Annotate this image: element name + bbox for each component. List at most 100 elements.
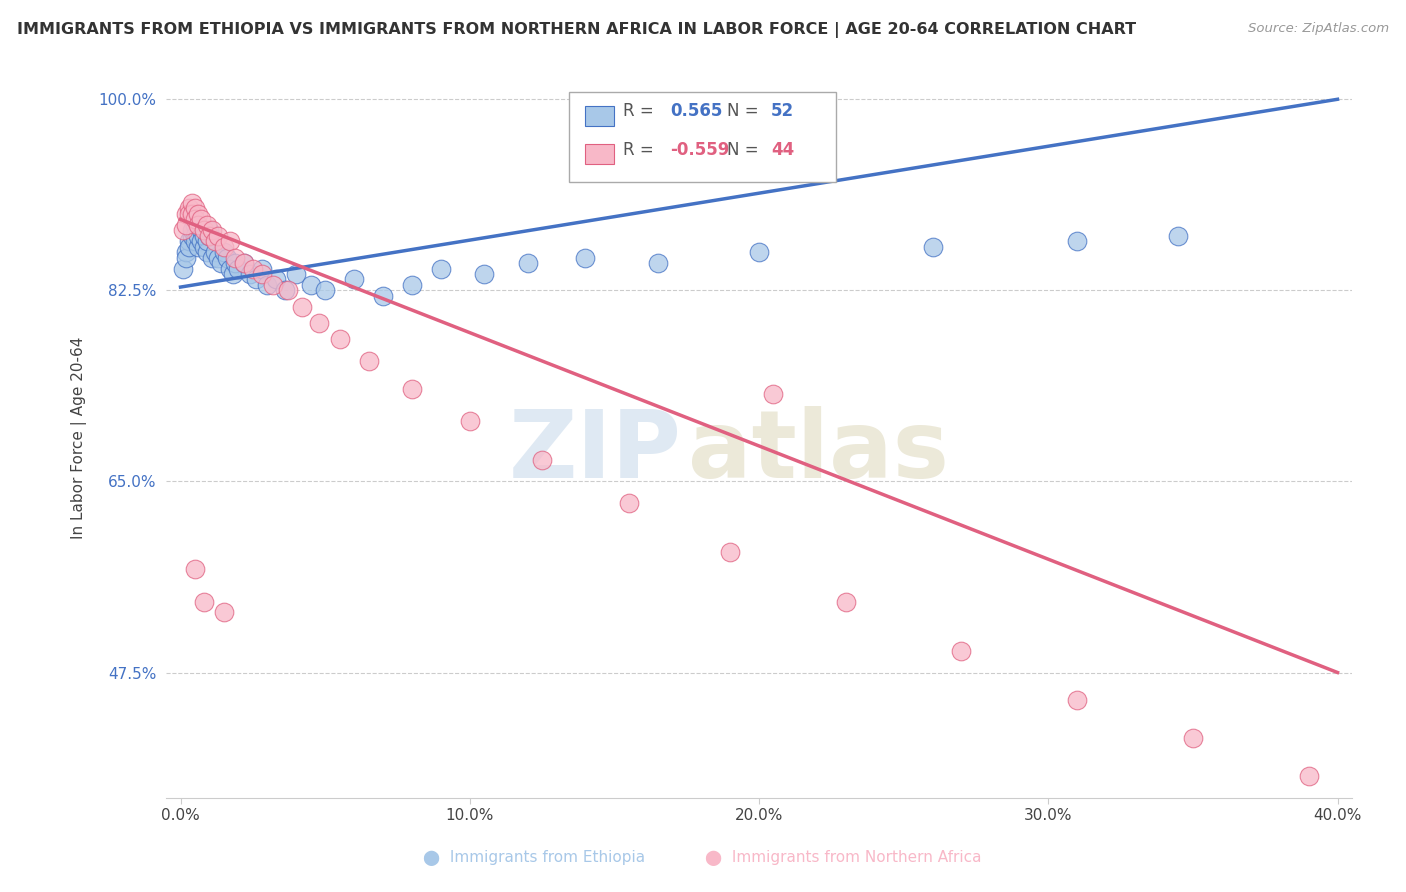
Point <box>201 251 224 265</box>
Point <box>401 382 423 396</box>
Point <box>299 277 322 292</box>
Point <box>181 223 204 237</box>
Point <box>242 261 264 276</box>
Point <box>239 267 262 281</box>
Point <box>204 234 226 248</box>
Point <box>195 234 218 248</box>
Point <box>329 333 352 347</box>
Point <box>1167 228 1189 243</box>
Point <box>179 234 201 248</box>
Point <box>212 245 235 260</box>
Point <box>176 245 198 260</box>
Point <box>181 196 204 211</box>
Point <box>277 284 299 298</box>
FancyBboxPatch shape <box>585 105 614 126</box>
Point <box>472 267 495 281</box>
Text: N =: N = <box>727 103 763 120</box>
Point <box>190 234 212 248</box>
Point <box>224 256 246 270</box>
Point <box>207 251 229 265</box>
Point <box>201 223 224 237</box>
Text: 0.565: 0.565 <box>671 103 723 120</box>
Point <box>228 261 250 276</box>
Point <box>176 207 198 221</box>
Text: 44: 44 <box>770 141 794 159</box>
Point <box>273 284 295 298</box>
Point <box>245 272 267 286</box>
Point <box>212 240 235 254</box>
Point <box>1181 731 1204 745</box>
Point <box>531 452 554 467</box>
Point <box>835 594 858 608</box>
Point <box>195 218 218 232</box>
Point <box>181 228 204 243</box>
Point <box>172 261 194 276</box>
Point <box>198 223 221 237</box>
Point <box>250 261 273 276</box>
Point <box>184 562 207 576</box>
Point <box>308 316 330 330</box>
Point <box>184 202 207 216</box>
Point <box>1066 693 1088 707</box>
Text: 52: 52 <box>770 103 794 120</box>
Point <box>1066 234 1088 248</box>
Text: N =: N = <box>727 141 763 159</box>
Point <box>291 300 314 314</box>
FancyBboxPatch shape <box>569 92 837 182</box>
Point <box>264 272 287 286</box>
FancyBboxPatch shape <box>585 144 614 164</box>
Point <box>371 289 394 303</box>
Text: ⬤  Immigrants from Ethiopia: ⬤ Immigrants from Ethiopia <box>423 850 645 866</box>
Point <box>285 267 308 281</box>
Point <box>647 256 669 270</box>
Point <box>184 212 207 227</box>
Point <box>198 228 221 243</box>
Point <box>181 207 204 221</box>
Point <box>179 240 201 254</box>
Text: Source: ZipAtlas.com: Source: ZipAtlas.com <box>1249 22 1389 36</box>
Point <box>190 223 212 237</box>
Point <box>204 245 226 260</box>
Point <box>314 284 336 298</box>
Point <box>1298 769 1320 783</box>
Point <box>233 256 256 270</box>
Point <box>357 354 380 368</box>
Point <box>224 251 246 265</box>
Point <box>193 594 215 608</box>
Point <box>193 223 215 237</box>
Point <box>207 228 229 243</box>
Point <box>198 228 221 243</box>
Point <box>617 496 640 510</box>
Point <box>184 218 207 232</box>
Point <box>343 272 366 286</box>
Point <box>458 414 481 428</box>
Point <box>172 223 194 237</box>
Point <box>212 606 235 620</box>
Point <box>221 267 243 281</box>
Point <box>401 277 423 292</box>
Point <box>184 234 207 248</box>
Point <box>516 256 538 270</box>
Point <box>209 256 232 270</box>
Point <box>233 256 256 270</box>
Point <box>193 240 215 254</box>
Point <box>262 277 284 292</box>
Point <box>748 245 770 260</box>
Point <box>187 240 209 254</box>
Point <box>430 261 453 276</box>
Point <box>256 277 278 292</box>
Point <box>179 202 201 216</box>
Point <box>218 234 240 248</box>
Point <box>250 267 273 281</box>
Text: -0.559: -0.559 <box>671 141 730 159</box>
Point <box>176 218 198 232</box>
Text: R =: R = <box>623 141 658 159</box>
Text: IMMIGRANTS FROM ETHIOPIA VS IMMIGRANTS FROM NORTHERN AFRICA IN LABOR FORCE | AGE: IMMIGRANTS FROM ETHIOPIA VS IMMIGRANTS F… <box>17 22 1136 38</box>
Point <box>187 218 209 232</box>
Point <box>190 212 212 227</box>
Point <box>195 245 218 260</box>
Point <box>193 228 215 243</box>
Point <box>184 228 207 243</box>
Point <box>218 261 240 276</box>
Point <box>921 240 943 254</box>
